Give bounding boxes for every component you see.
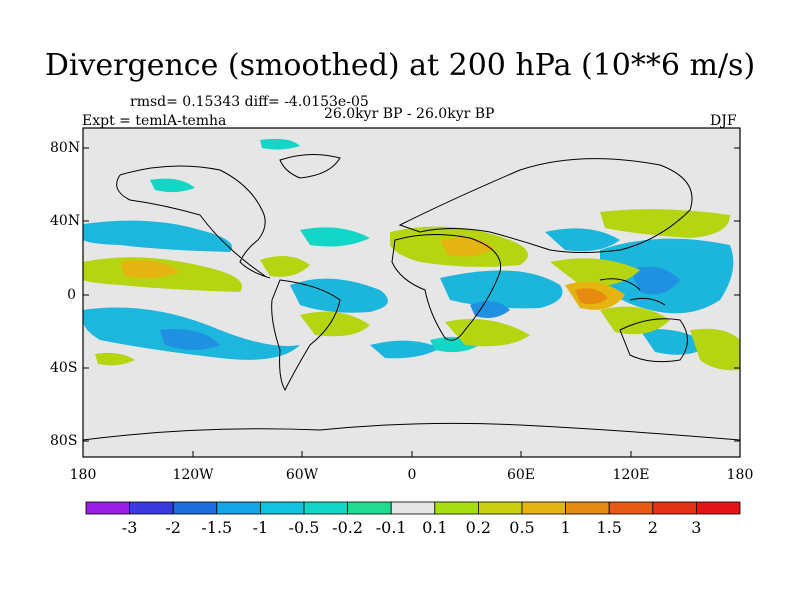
axis-ticks (83, 147, 740, 457)
colorbar-swatch (390, 501, 436, 515)
colorbar-label: 0.1 (422, 518, 448, 537)
coastline-eurasia (398, 158, 693, 253)
coastlines (83, 154, 740, 441)
colorbar-swatch (565, 501, 610, 515)
x-axis-label: 60W (285, 467, 319, 483)
colorbar-label: -1 (252, 518, 269, 537)
colorbar-swatch (696, 501, 741, 515)
y-axis-label: 80S (50, 433, 78, 449)
colorbar-swatch (477, 501, 523, 515)
x-axis-label: 120W (172, 467, 214, 483)
y-axis-label: 40N (50, 213, 81, 229)
colorbar-label: -1.5 (201, 518, 233, 537)
map-title: Divergence (smoothed) at 200 hPa (10**6 … (44, 48, 756, 83)
colorbar-swatch (521, 501, 566, 515)
experiment-label: Expt = temlA-temha (82, 113, 227, 129)
field-region (260, 138, 300, 150)
field-region (690, 328, 740, 371)
colorbar-label: -2 (165, 518, 181, 537)
colorbar-swatch (129, 501, 174, 515)
colorbar-swatch (85, 501, 130, 515)
field-region (120, 260, 180, 279)
field-region (83, 220, 232, 252)
x-axis-label: 0 (407, 467, 417, 483)
field-region (600, 209, 730, 238)
colorbar-swatch (259, 501, 305, 515)
colorbar-label: -3 (121, 518, 138, 537)
coastline-greenland (279, 154, 341, 179)
colorbar-label: 2 (647, 518, 658, 537)
colorbar-label: 0.5 (509, 518, 535, 537)
field-region (640, 329, 710, 355)
colorbar-swatch (434, 501, 479, 515)
field-region (300, 227, 370, 247)
field-region (470, 301, 510, 318)
colorbar-swatch (172, 501, 218, 515)
field-region (300, 311, 370, 337)
colorbar-swatch (347, 501, 392, 515)
y-axis-label: 40S (50, 360, 78, 376)
colorbar-label: 0.2 (465, 518, 492, 537)
coastline-antarctica (83, 422, 740, 441)
period-label: 26.0kyr BP - 26.0kyr BP (324, 106, 495, 122)
field-region (370, 340, 440, 359)
x-axis-label: 180 (69, 467, 97, 483)
colorbar-label: -0.1 (375, 518, 407, 537)
field-region (150, 178, 195, 193)
colorbar-swatch (216, 501, 261, 515)
coastline-australia (619, 318, 688, 363)
x-axis-label: 120E (612, 467, 650, 483)
colorbar-label: 3 (691, 518, 702, 537)
field-region (260, 256, 310, 277)
colorbar-label: 1 (560, 518, 571, 537)
x-axis-label: 60E (506, 467, 536, 483)
field-region (545, 228, 620, 252)
colorbar-swatch (303, 501, 348, 515)
coastline-north-america (119, 165, 271, 279)
field-region (575, 288, 608, 305)
y-axis-label: 0 (67, 287, 76, 303)
colorbar-label: 1.5 (596, 518, 622, 537)
coastline-africa (391, 233, 502, 341)
colorbar-swatch (652, 501, 697, 515)
field-region (95, 352, 135, 366)
divergence-field (83, 138, 740, 371)
stats-line: rmsd= 0.15343 diff= -4.0153e-05 (130, 94, 369, 110)
colorbar-label: -0.2 (332, 518, 364, 537)
field-region (600, 306, 670, 335)
colorbar-swatch (608, 501, 654, 515)
colorbar-label: -0.5 (288, 518, 320, 537)
field-region (440, 270, 563, 309)
coastline-south-america (271, 279, 341, 392)
x-axis-label: 180 (726, 467, 754, 483)
field-region (630, 266, 680, 295)
season-label: DJF (710, 113, 737, 129)
field-region (160, 329, 220, 350)
coastline-north-america (116, 174, 266, 277)
coastline-islands (599, 278, 666, 306)
field-region (445, 318, 530, 347)
colorbar (85, 501, 741, 515)
y-axis-label: 80N (50, 140, 81, 156)
